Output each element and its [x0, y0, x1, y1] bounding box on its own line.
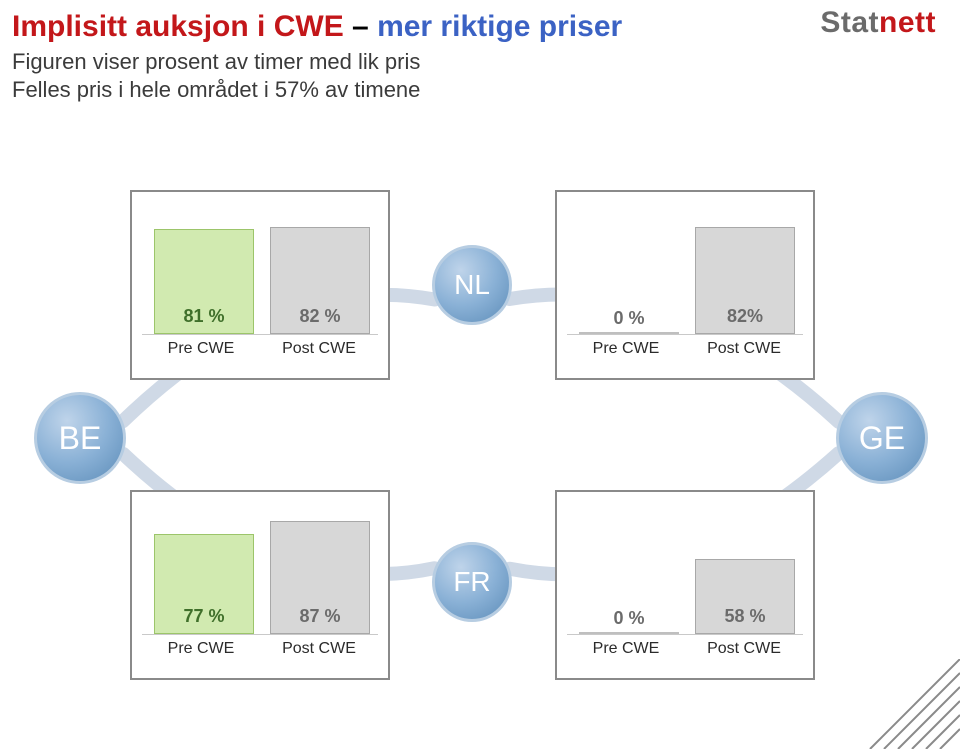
logo-part-1: Stat: [820, 6, 879, 39]
bar-pre-label: 77 %: [155, 606, 253, 627]
chart-card-top_left: 81 % 82 % Pre CWEPost CWE: [130, 190, 390, 380]
x-axis-labels: Pre CWEPost CWE: [567, 340, 803, 372]
bar-post-label: 58 %: [696, 606, 794, 627]
node-be: BE: [34, 392, 126, 484]
subtitle-line-1: Figuren viser prosent av timer med lik p…: [12, 48, 780, 76]
title-prefix: Implisitt auksjon i CWE: [12, 10, 344, 43]
brand-logo: Statnett: [820, 6, 936, 40]
bar-pre: 77 %: [154, 534, 254, 634]
bar-pre: 0 %: [579, 632, 679, 634]
diagram-stage: 81 %82 %Pre CWEPost CWE0 %82%Pre CWEPost…: [0, 160, 960, 720]
xlabel-pre: Pre CWE: [142, 640, 260, 672]
bar-pre: 0 %: [579, 332, 679, 334]
chart-plot: 81 % 82 %: [142, 204, 378, 335]
node-label: NL: [454, 269, 490, 301]
x-axis-labels: Pre CWEPost CWE: [142, 640, 378, 672]
page-title: Implisitt auksjon i CWE – mer riktige pr…: [12, 10, 780, 44]
xlabel-post: Post CWE: [685, 640, 803, 672]
bar-post: 87 %: [270, 521, 370, 634]
node-label: FR: [453, 566, 490, 598]
node-fr: FR: [432, 542, 512, 622]
bar-post-label: 87 %: [271, 606, 369, 627]
node-nl: NL: [432, 245, 512, 325]
xlabel-post: Post CWE: [260, 640, 378, 672]
chart-plot: 77 % 87 %: [142, 504, 378, 635]
bar-post-label: 82 %: [271, 306, 369, 327]
bar-pre-label: 0 %: [580, 308, 678, 329]
chart-card-bot_left: 77 % 87 % Pre CWEPost CWE: [130, 490, 390, 680]
logo-part-2: nett: [879, 6, 936, 39]
title-suffix: mer riktige priser: [377, 10, 622, 43]
xlabel-pre: Pre CWE: [567, 340, 685, 372]
x-axis-labels: Pre CWEPost CWE: [567, 640, 803, 672]
chart-card-top_right: 0 % 82% Pre CWEPost CWE: [555, 190, 815, 380]
xlabel-pre: Pre CWE: [567, 640, 685, 672]
xlabel-post: Post CWE: [685, 340, 803, 372]
title-sep: –: [344, 10, 377, 43]
bar-post: 58 %: [695, 559, 795, 634]
node-ge: GE: [836, 392, 928, 484]
bar-post-label: 82%: [696, 306, 794, 327]
chart-plot: 0 % 58 %: [567, 504, 803, 635]
xlabel-pre: Pre CWE: [142, 340, 260, 372]
xlabel-post: Post CWE: [260, 340, 378, 372]
chart-plot: 0 % 82%: [567, 204, 803, 335]
node-label: GE: [859, 420, 905, 457]
bar-pre-label: 0 %: [580, 608, 678, 629]
chart-card-bot_right: 0 % 58 % Pre CWEPost CWE: [555, 490, 815, 680]
node-label: BE: [59, 420, 102, 457]
header: Implisitt auksjon i CWE – mer riktige pr…: [12, 10, 780, 103]
x-axis-labels: Pre CWEPost CWE: [142, 340, 378, 372]
bar-post: 82 %: [270, 227, 370, 334]
subtitle-line-2: Felles pris i hele området i 57% av time…: [12, 76, 780, 104]
subtitle: Figuren viser prosent av timer med lik p…: [12, 48, 780, 103]
bar-pre: 81 %: [154, 229, 254, 334]
bar-pre-label: 81 %: [155, 306, 253, 327]
bar-post: 82%: [695, 227, 795, 334]
